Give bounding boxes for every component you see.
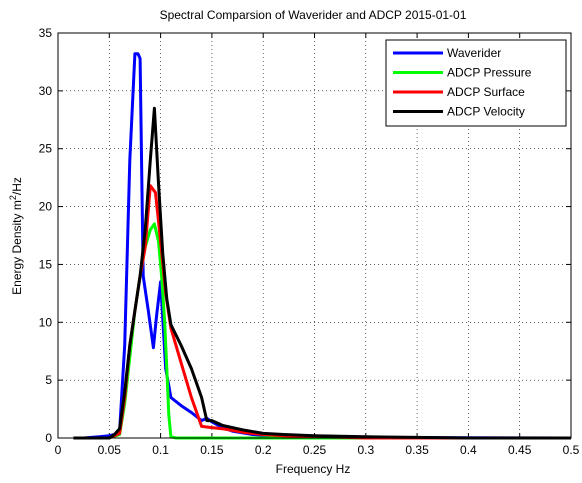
y-tick-label: 5 <box>45 373 52 387</box>
x-tick-label: 0.35 <box>405 443 429 457</box>
y-axis-label-main: Energy Density m <box>10 200 24 295</box>
y-axis: 0 5 10 15 20 25 30 35 <box>39 26 571 445</box>
x-tick-label: 0 <box>55 443 62 457</box>
y-axis-label: Energy Density m2/Hz <box>8 177 24 295</box>
y-tick-label: 0 <box>45 431 52 445</box>
x-tick-label: 0.45 <box>508 443 532 457</box>
x-axis: 0 0.05 0.1 0.15 0.2 0.25 0.3 0.35 0.4 0.45 0.5 <box>55 33 580 457</box>
x-tick-label: 0.2 <box>255 443 272 457</box>
series-lines <box>73 52 572 440</box>
legend-label-waverider: Waverider <box>447 46 501 60</box>
legend-label-adcp-velocity: ADCP Velocity <box>447 105 525 119</box>
plot-frame <box>57 32 572 439</box>
y-axis-label-superscript: 2 <box>8 195 18 200</box>
y-tick-label: 30 <box>39 84 53 98</box>
x-tick-label: 0.1 <box>152 443 169 457</box>
y-tick-label: 10 <box>39 315 53 329</box>
x-tick-label: 0.25 <box>303 443 327 457</box>
x-tick-label: 0.15 <box>200 443 224 457</box>
series-line-adcp-velocity <box>73 106 571 440</box>
y-tick-label: 20 <box>39 200 53 214</box>
y-axis-label-tail: /Hz <box>10 177 24 195</box>
y-tick-label: 35 <box>39 26 53 40</box>
legend: Waverider ADCP Pressure ADCP Surface ADCP V… <box>385 39 567 127</box>
x-tick-label: 0.05 <box>98 443 122 457</box>
x-tick-label: 0.5 <box>563 443 580 457</box>
y-tick-label: 15 <box>39 257 53 271</box>
x-axis-label: Frequency Hz <box>276 462 351 476</box>
y-tick-label: 25 <box>39 142 53 156</box>
chart-title: Spectral Comparsion of Waverider and ADC… <box>160 8 467 22</box>
legend-label-adcp-surface: ADCP Surface <box>447 85 525 99</box>
x-tick-label: 0.3 <box>357 443 374 457</box>
grid-lines <box>58 33 571 438</box>
legend-label-adcp-pressure: ADCP Pressure <box>447 66 532 80</box>
x-tick-label: 0.4 <box>460 443 477 457</box>
